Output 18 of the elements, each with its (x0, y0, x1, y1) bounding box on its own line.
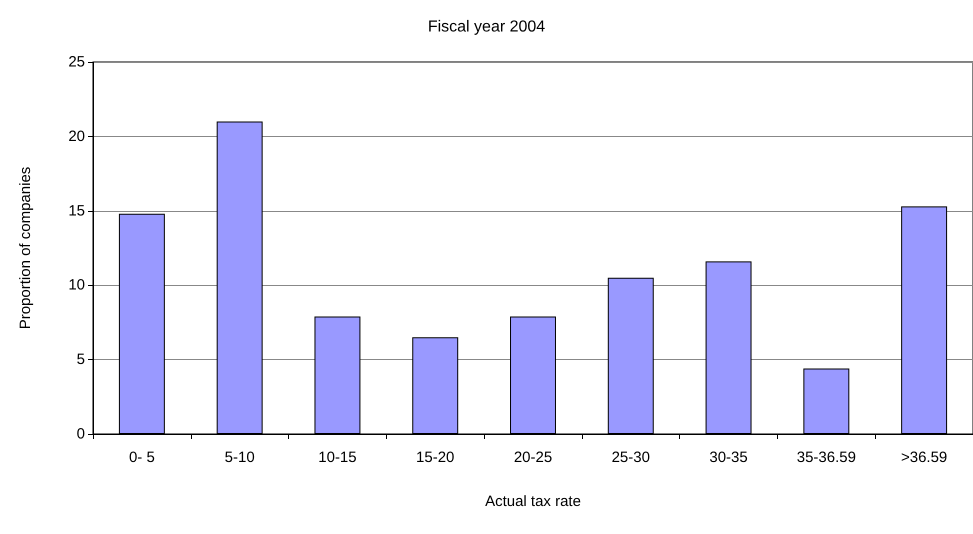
chart-title: Fiscal year 2004 (428, 18, 546, 36)
x-tick-label: 10-15 (318, 449, 357, 466)
y-tick-label: 0 (76, 426, 85, 442)
x-axis-title: Actual tax rate (485, 493, 581, 510)
y-tick-label: 15 (68, 202, 85, 220)
y-tick-label: 10 (68, 276, 85, 294)
x-tick-label: 30-35 (709, 449, 748, 466)
y-tick-label: 25 (68, 54, 85, 70)
x-tick-label: 0- 5 (128, 449, 155, 466)
x-tick-label: 25-30 (612, 449, 650, 466)
x-tick-label: 5-10 (224, 449, 255, 466)
x-tick-label: 20-25 (514, 449, 552, 466)
y-axis-title: Proportion of companies (17, 166, 34, 330)
x-tick-label: 15-20 (416, 449, 454, 466)
x-tick-label: >36.59 (900, 449, 948, 466)
x-tick-label: 35-36.59 (796, 449, 856, 466)
y-tick-label: 5 (76, 351, 85, 368)
y-tick-label: 20 (68, 128, 85, 145)
